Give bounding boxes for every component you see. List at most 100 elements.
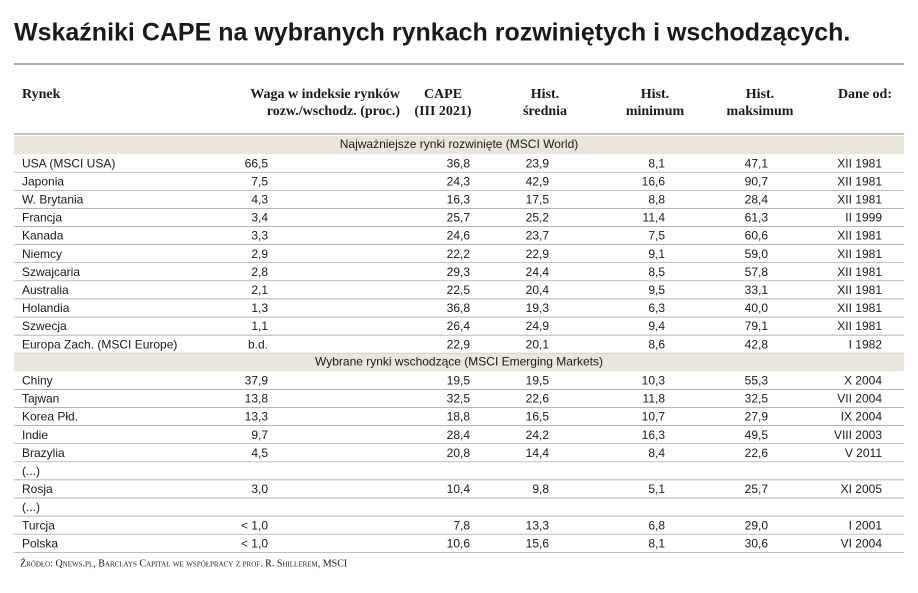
cell: 28,4 xyxy=(745,193,769,207)
cell: 16,6 xyxy=(642,174,666,188)
cell: 7,5 xyxy=(251,174,268,188)
cell: 36,8 xyxy=(447,156,471,170)
cell: 66,5 xyxy=(245,156,269,170)
cell: 13,3 xyxy=(245,410,269,424)
cell: XII 1981 xyxy=(837,319,882,333)
cell: 8,5 xyxy=(648,265,665,279)
cell: 20,1 xyxy=(526,337,550,351)
cell: I 1982 xyxy=(849,337,883,351)
cell: 22,2 xyxy=(447,247,471,261)
cell: 2,1 xyxy=(251,283,268,297)
cell: V 2011 xyxy=(845,446,882,460)
row-label: W. Brytania xyxy=(22,193,84,207)
cell: 10,3 xyxy=(642,374,666,388)
row-label: (...) xyxy=(22,464,40,478)
cell: 8,4 xyxy=(648,446,665,460)
cell: 47,1 xyxy=(745,156,769,170)
cell: 5,1 xyxy=(648,482,665,496)
cell: 8,6 xyxy=(648,337,665,351)
column-header: Hist. xyxy=(641,87,669,102)
column-header: Waga w indeksie rynków xyxy=(250,87,401,102)
cell: 11,8 xyxy=(643,392,666,406)
row-label: Szwecja xyxy=(22,319,67,333)
cell: 17,5 xyxy=(526,193,550,207)
cell: 23,7 xyxy=(526,229,550,243)
cell: 30,6 xyxy=(745,536,769,550)
cell: XII 1981 xyxy=(837,301,882,315)
cell: XII 1981 xyxy=(837,265,882,279)
section-title: Najważniejsze rynki rozwinięte (MSCI Wor… xyxy=(340,137,579,151)
cell: 16,5 xyxy=(526,410,550,424)
cell: XII 1981 xyxy=(837,229,882,243)
cell: IX 2004 xyxy=(841,410,883,424)
row-label: Japonia xyxy=(22,174,64,188)
cell: 32,5 xyxy=(745,392,769,406)
cell: 22,5 xyxy=(447,283,471,297)
cell: 25,2 xyxy=(526,211,550,225)
cell: 3,4 xyxy=(251,211,268,225)
cell: 19,3 xyxy=(526,301,550,315)
column-header: Hist. xyxy=(531,87,559,102)
cell: XII 1981 xyxy=(837,283,882,297)
cell: 19,5 xyxy=(447,374,471,388)
column-header: CAPE xyxy=(424,87,462,102)
cell: 22,9 xyxy=(526,247,550,261)
cell: 15,6 xyxy=(526,536,550,550)
cell: 11,4 xyxy=(643,211,666,225)
cell: 9,8 xyxy=(532,482,549,496)
section-band xyxy=(14,353,904,372)
cell: XII 1981 xyxy=(837,247,882,261)
cell: 22,6 xyxy=(745,446,769,460)
title: Wskaźniki CAPE na wybranych rynkach rozw… xyxy=(14,19,850,47)
cell: 10,7 xyxy=(642,410,666,424)
section-title: Wybrane rynki wschodzące (MSCI Emerging … xyxy=(315,354,603,368)
cell: 16,3 xyxy=(447,193,471,207)
cell: I 2001 xyxy=(849,518,883,532)
cell: X 2004 xyxy=(844,374,882,388)
cell: 6,8 xyxy=(648,518,665,532)
cell: 27,9 xyxy=(745,410,769,424)
cell: 4,3 xyxy=(251,193,268,207)
row-label: USA (MSCI USA) xyxy=(22,156,115,170)
cell: < 1,0 xyxy=(241,518,268,532)
column-header: maksimum xyxy=(727,104,794,119)
cell: 37,9 xyxy=(245,374,269,388)
cell: 25,7 xyxy=(745,482,769,496)
source: Źródło: Qnews.pl, Barclays Capital we ws… xyxy=(20,557,347,569)
cell: 29,0 xyxy=(745,518,769,532)
cell: 8,1 xyxy=(648,536,665,550)
cell: 8,8 xyxy=(648,193,665,207)
cell: < 1,0 xyxy=(241,536,268,550)
cell: 20,8 xyxy=(447,446,471,460)
cell: VIII 2003 xyxy=(834,428,882,442)
column-header: Rynek xyxy=(22,87,61,102)
cell: 26,4 xyxy=(447,319,471,333)
cell: 24,9 xyxy=(526,319,550,333)
cell: 61,3 xyxy=(745,211,769,225)
cell: 90,7 xyxy=(745,174,769,188)
cell: 20,4 xyxy=(526,283,550,297)
cell: 7,8 xyxy=(453,518,470,532)
row-label: Korea Płd. xyxy=(22,410,78,424)
column-header: (III 2021) xyxy=(414,104,472,119)
cell: 9,1 xyxy=(648,247,665,261)
cell: VI 2004 xyxy=(841,536,883,550)
row-label: Chiny xyxy=(22,374,53,388)
cell: 3,0 xyxy=(251,482,268,496)
row-label: Brazylia xyxy=(22,446,65,460)
cell: 2,8 xyxy=(251,265,268,279)
column-header: Hist. xyxy=(746,87,774,102)
row-label: Kanada xyxy=(22,229,64,243)
cell: 9,4 xyxy=(648,319,665,333)
cell: 4,5 xyxy=(251,446,268,460)
cell: 10,6 xyxy=(447,536,471,550)
row-label: Turcja xyxy=(22,518,55,532)
row-label: Szwajcaria xyxy=(22,265,80,279)
cell: 22,6 xyxy=(526,392,550,406)
cell: XII 1981 xyxy=(837,156,882,170)
column-header: Dane od: xyxy=(838,87,892,102)
cell: 33,1 xyxy=(745,283,769,297)
row-label: Holandia xyxy=(22,301,70,315)
row-label: Francja xyxy=(22,211,62,225)
